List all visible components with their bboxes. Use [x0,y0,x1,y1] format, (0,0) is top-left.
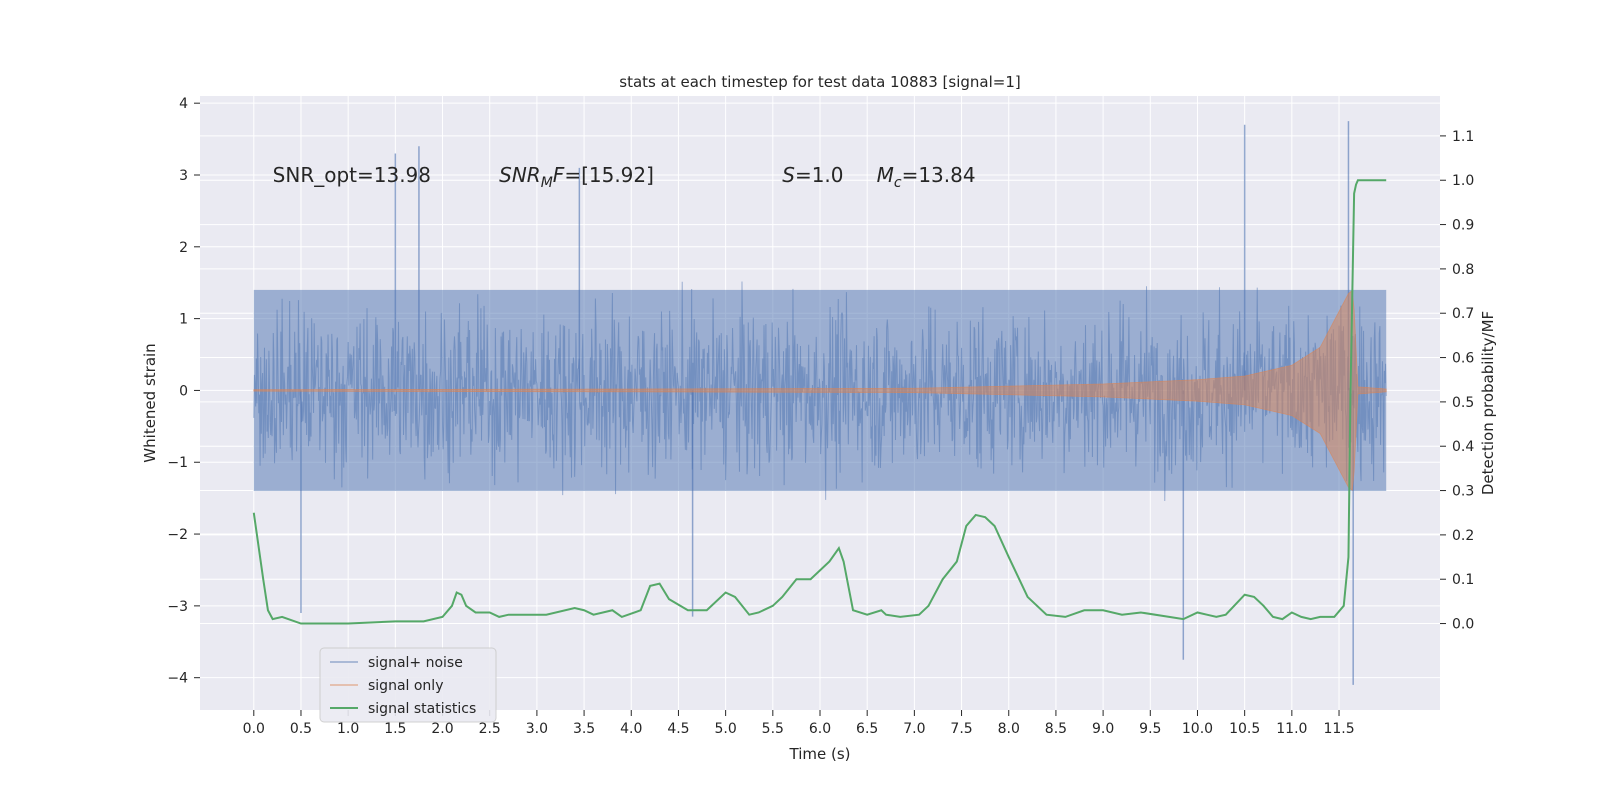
y-left-tick-label: 1 [179,312,188,328]
x-tick-label: 9.5 [1139,721,1161,737]
legend-box [319,647,497,723]
x-tick-label: 9.0 [1092,721,1114,737]
y-right-tick-label: 1.0 [1452,173,1474,189]
x-tick-label: 8.5 [1045,721,1067,737]
x-tick-label: 11.0 [1276,721,1307,737]
x-tick-label: 3.5 [573,721,595,737]
x-tick-label: 5.5 [762,721,784,737]
y-left-tick-label: −4 [167,671,188,687]
x-tick-label: 6.5 [856,721,878,737]
annotation-0: SNR_opt=13.98 [273,163,431,187]
y-axis-left-ticks: −4 −3 −2 −1 0 1 2 3 4 [167,96,200,687]
x-tick-label: 6.0 [809,721,831,737]
y-right-tick-label: 0.4 [1452,439,1474,455]
y-axis-right-ticks: 0.0 0.1 0.2 0.3 0.4 0.5 0.6 0.7 0.8 0.9 1.0 1.1 [1440,129,1474,633]
x-tick-label: 3.0 [526,721,548,737]
plot-content [252,121,1387,685]
x-tick-label: 2.5 [479,721,501,737]
y-right-tick-label: 0.8 [1452,262,1474,278]
y-axis-right-label: Detection probability/MF [1479,311,1497,495]
legend: signal+ noise signal only signal statist… [319,647,497,723]
y-left-tick-label: 0 [179,383,188,399]
x-tick-label: 11.5 [1323,721,1354,737]
y-right-tick-label: 0.9 [1452,218,1474,234]
x-tick-label: 0.5 [290,721,312,737]
y-axis-left-label: Whitened strain [141,343,159,462]
y-right-tick-label: 0.2 [1452,528,1474,544]
y-right-tick-label: 0.6 [1452,351,1474,367]
x-tick-label: 4.5 [667,721,689,737]
y-right-tick-label: 0.1 [1452,572,1474,588]
x-axis-label: Time (s) [789,745,851,763]
y-right-tick-label: 0.7 [1452,306,1474,322]
x-tick-label: 4.0 [620,721,642,737]
x-tick-label: 2.0 [431,721,453,737]
y-left-tick-label: 2 [179,240,188,256]
chart-title: stats at each timestep for test data 108… [619,73,1020,91]
signal-only-area [253,289,1387,491]
y-left-tick-label: −2 [167,527,188,543]
x-tick-label: 1.0 [337,721,359,737]
x-tick-label: 10.5 [1229,721,1260,737]
annotation-3: Mc=13.84 [877,163,976,191]
x-tick-label: 7.5 [950,721,972,737]
x-tick-label: 5.0 [714,721,736,737]
x-tick-label: 1.5 [384,721,406,737]
series-signal-statistics [252,179,1387,625]
x-tick-label: 8.0 [998,721,1020,737]
legend-label-signal-noise: signal+ noise [368,655,463,671]
y-right-tick-label: 0.5 [1452,395,1474,411]
annotations: SNR_opt=13.98 SNRMF=[15.92] S=1.0 Mc=13.84 [273,163,976,191]
x-tick-label: 10.0 [1182,721,1213,737]
y-left-tick-label: 3 [179,168,188,184]
x-tick-label: 7.0 [903,721,925,737]
annotation-2: S=1.0 [782,163,843,187]
y-right-tick-label: 0.3 [1452,484,1474,500]
x-tick-label: 0.0 [243,721,265,737]
signal-statistics-line [252,179,1387,625]
y-right-tick-label: 0.0 [1452,617,1474,633]
y-left-tick-label: 4 [179,96,188,112]
series-signal-only [253,289,1387,491]
annotation-1: SNRMF=[15.92] [499,163,654,191]
y-left-tick-label: −3 [167,599,188,615]
y-right-tick-label: 1.1 [1452,129,1474,145]
y-left-tick-label: −1 [167,455,188,471]
legend-label-signal-statistics: signal statistics [368,701,476,717]
x-axis-ticks: 0.0 0.5 1.0 1.5 2.0 2.5 3.0 3.5 4.0 4.5 5.0 5.5 6.0 6… [243,710,1355,737]
legend-label-signal-only: signal only [368,678,443,694]
